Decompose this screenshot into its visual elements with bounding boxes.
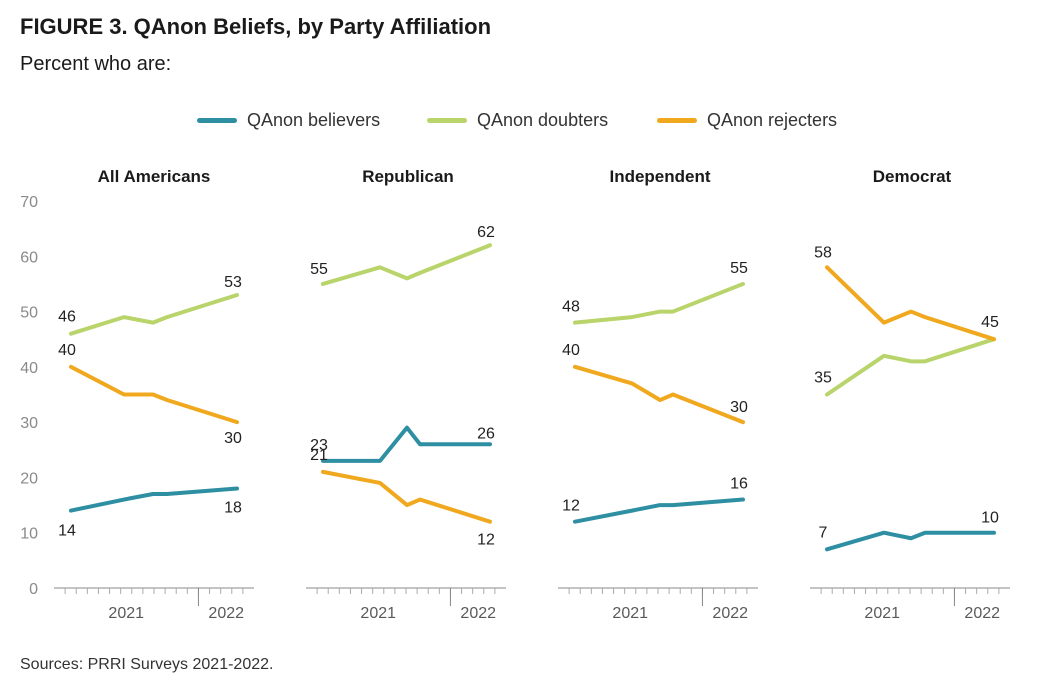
x-tick-label-2022: 2022 [208, 605, 244, 622]
y-tick-label: 50 [20, 305, 38, 322]
y-tick-label: 70 [20, 194, 38, 211]
data-label: 62 [477, 224, 495, 241]
x-tick-label-2021: 2021 [864, 605, 900, 622]
data-label: 45 [981, 314, 999, 331]
y-tick-label: 10 [20, 526, 38, 543]
series-line-doubters [69, 292, 239, 336]
panel-title: All Americans [98, 167, 211, 186]
x-tick-label-2022: 2022 [712, 605, 748, 622]
series-line-doubters [321, 243, 492, 286]
data-label: 12 [477, 532, 495, 549]
data-label: 40 [562, 342, 580, 359]
legend-item-believers: QAnon believers [197, 108, 380, 132]
x-tick-label-2021: 2021 [108, 605, 144, 622]
x-tick-label-2022: 2022 [964, 605, 1000, 622]
data-label: 16 [730, 476, 748, 493]
legend-label-rejecters: QAnon rejecters [707, 109, 838, 130]
data-label: 53 [224, 274, 242, 291]
series-line-rejecters [825, 265, 996, 342]
legend-item-doubters: QAnon doubters [427, 108, 608, 132]
data-label: 58 [814, 244, 832, 261]
panel-title: Republican [362, 167, 454, 186]
panel-title: Independent [609, 167, 710, 186]
y-tick-label: 20 [20, 470, 38, 487]
figure-subtitle: Percent who are: [20, 53, 172, 75]
data-label: 30 [730, 399, 748, 416]
data-label: 14 [58, 523, 76, 540]
series-line-doubters [573, 281, 745, 325]
series-line-rejecters [321, 469, 492, 524]
x-tick-label-2021: 2021 [360, 605, 396, 622]
x-tick-label-2021: 2021 [612, 605, 648, 622]
data-label: 10 [981, 510, 999, 527]
source-note: Sources: PRRI Surveys 2021-2022. [20, 656, 274, 673]
y-tick-label: 60 [20, 249, 38, 266]
data-label: 55 [310, 261, 328, 278]
chart-legend: QAnon believers QAnon doubters QAnon rej… [0, 108, 1037, 132]
x-tick-label-2022: 2022 [460, 605, 496, 622]
legend-label-doubters: QAnon doubters [477, 109, 609, 130]
data-label: 46 [58, 309, 76, 326]
data-label: 21 [310, 447, 328, 464]
series-line-believers [573, 497, 745, 524]
data-label: 26 [477, 425, 495, 442]
legend-label-believers: QAnon believers [247, 109, 381, 130]
y-tick-label: 30 [20, 415, 38, 432]
data-label: 23 [310, 437, 328, 454]
series-line-rejecters [69, 364, 239, 425]
panel-title: Democrat [873, 167, 952, 186]
series-line-believers [825, 530, 996, 552]
data-label: 55 [730, 260, 748, 277]
data-label: 40 [58, 342, 76, 359]
data-label: 30 [224, 430, 242, 447]
data-label: 18 [224, 499, 242, 516]
series-line-believers [321, 425, 492, 463]
data-label: 35 [814, 370, 832, 387]
data-label: 48 [562, 299, 580, 316]
legend-swatch-doubters [427, 117, 467, 123]
series-line-doubters [825, 337, 996, 397]
y-tick-label: 0 [29, 581, 38, 598]
data-label: 7 [819, 524, 828, 541]
data-label: 12 [562, 498, 580, 515]
y-tick-label: 40 [20, 360, 38, 377]
legend-item-rejecters: QAnon rejecters [657, 108, 837, 132]
legend-swatch-rejecters [657, 117, 697, 123]
series-line-rejecters [573, 364, 745, 425]
series-line-believers [69, 486, 239, 513]
figure-title: FIGURE 3. QAnon Beliefs, by Party Affili… [20, 14, 492, 39]
legend-swatch-believers [197, 117, 237, 123]
